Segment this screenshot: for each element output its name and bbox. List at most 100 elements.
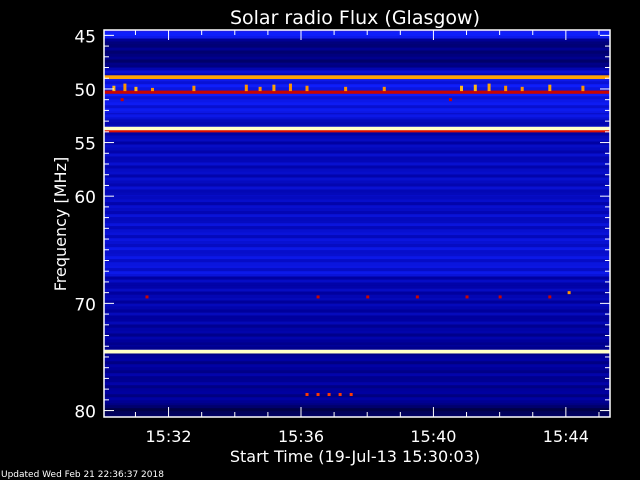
- background-row: [104, 279, 610, 283]
- background-row: [104, 122, 610, 126]
- x-tick-label: 15:32: [146, 427, 192, 446]
- background-row: [104, 171, 610, 175]
- background-row: [104, 220, 610, 224]
- background-row: [104, 327, 610, 331]
- background-row: [104, 297, 610, 301]
- emission-band: [104, 31, 610, 35]
- y-tick-label: 70: [74, 295, 96, 315]
- background-row: [104, 217, 610, 221]
- background-row: [104, 50, 610, 54]
- background-row: [104, 96, 610, 100]
- background-row: [104, 321, 610, 325]
- background-row: [104, 271, 610, 275]
- radio-burst: [272, 84, 276, 92]
- radio-burst: [305, 85, 309, 92]
- radio-burst: [112, 85, 116, 92]
- background-row: [104, 177, 610, 181]
- emission-band: [104, 75, 610, 80]
- background-row: [104, 405, 610, 409]
- background-row: [104, 102, 610, 106]
- plot-frame: [103, 29, 611, 418]
- radio-burst: [305, 392, 309, 396]
- background-row: [104, 262, 610, 266]
- radio-burst: [258, 86, 262, 92]
- radio-burst: [288, 83, 292, 92]
- radio-burst: [120, 98, 124, 102]
- background-row: [104, 259, 610, 263]
- background-row: [104, 235, 610, 239]
- radio-burst: [327, 392, 331, 396]
- x-tick-label: 15:40: [410, 427, 456, 446]
- background-row: [104, 38, 610, 42]
- background-row: [104, 333, 610, 337]
- background-row: [104, 379, 610, 383]
- background-row: [104, 232, 610, 236]
- background-row: [104, 41, 610, 45]
- background-row: [104, 73, 610, 77]
- background-row: [104, 330, 610, 334]
- background-row: [104, 132, 610, 136]
- background-row: [104, 336, 610, 340]
- background-row: [104, 364, 610, 368]
- background-row: [104, 93, 610, 97]
- plot-area: [104, 30, 610, 418]
- background-row: [104, 59, 610, 63]
- background-row: [104, 376, 610, 380]
- radio-burst: [338, 392, 342, 396]
- background-row: [104, 276, 610, 280]
- background-row: [104, 355, 610, 359]
- background-row: [104, 84, 610, 88]
- background-row: [104, 397, 610, 401]
- background-row: [104, 47, 610, 51]
- background-row: [104, 414, 610, 418]
- background-row: [104, 196, 610, 200]
- y-tick-label: 45: [74, 27, 96, 47]
- background-row: [104, 282, 610, 286]
- emission-band: [104, 130, 610, 133]
- background-row: [104, 70, 610, 74]
- background-row: [104, 346, 610, 350]
- background-row: [104, 156, 610, 160]
- radio-burst: [366, 295, 370, 299]
- background-row: [104, 119, 610, 123]
- x-tick-label: 15:36: [278, 427, 324, 446]
- background-row: [104, 403, 610, 406]
- radio-burst: [316, 295, 320, 299]
- radio-burst: [316, 392, 320, 396]
- background-row: [104, 253, 610, 257]
- background-row: [104, 153, 610, 157]
- background-row: [104, 44, 610, 48]
- radio-burst: [134, 86, 138, 92]
- background-row: [104, 99, 610, 103]
- radio-burst: [548, 295, 552, 299]
- background-row: [104, 199, 610, 203]
- background-row: [104, 291, 610, 295]
- background-row: [104, 108, 610, 112]
- background-row: [104, 208, 610, 212]
- background-row: [104, 268, 610, 272]
- background-row: [104, 411, 610, 415]
- radio-burst: [344, 86, 348, 92]
- y-axis-label: Frequency [MHz]: [51, 157, 70, 291]
- emission-band: [104, 114, 610, 118]
- radio-burst: [504, 85, 508, 92]
- background-row: [104, 288, 610, 292]
- background-row: [104, 324, 610, 328]
- background-row: [104, 300, 610, 304]
- radio-burst: [548, 84, 552, 92]
- radio-burst: [123, 83, 127, 92]
- background-row: [104, 274, 610, 277]
- background-row: [104, 250, 610, 254]
- background-row: [104, 256, 610, 260]
- background-row: [104, 306, 610, 310]
- radio-burst: [145, 295, 149, 299]
- radio-burst: [473, 84, 477, 92]
- background-row: [104, 36, 610, 39]
- background-row: [104, 174, 610, 178]
- background-row: [104, 81, 610, 85]
- background-row: [104, 87, 610, 91]
- background-row: [104, 78, 610, 82]
- background-row: [104, 62, 610, 66]
- background-row: [104, 382, 610, 386]
- background-row: [104, 294, 610, 298]
